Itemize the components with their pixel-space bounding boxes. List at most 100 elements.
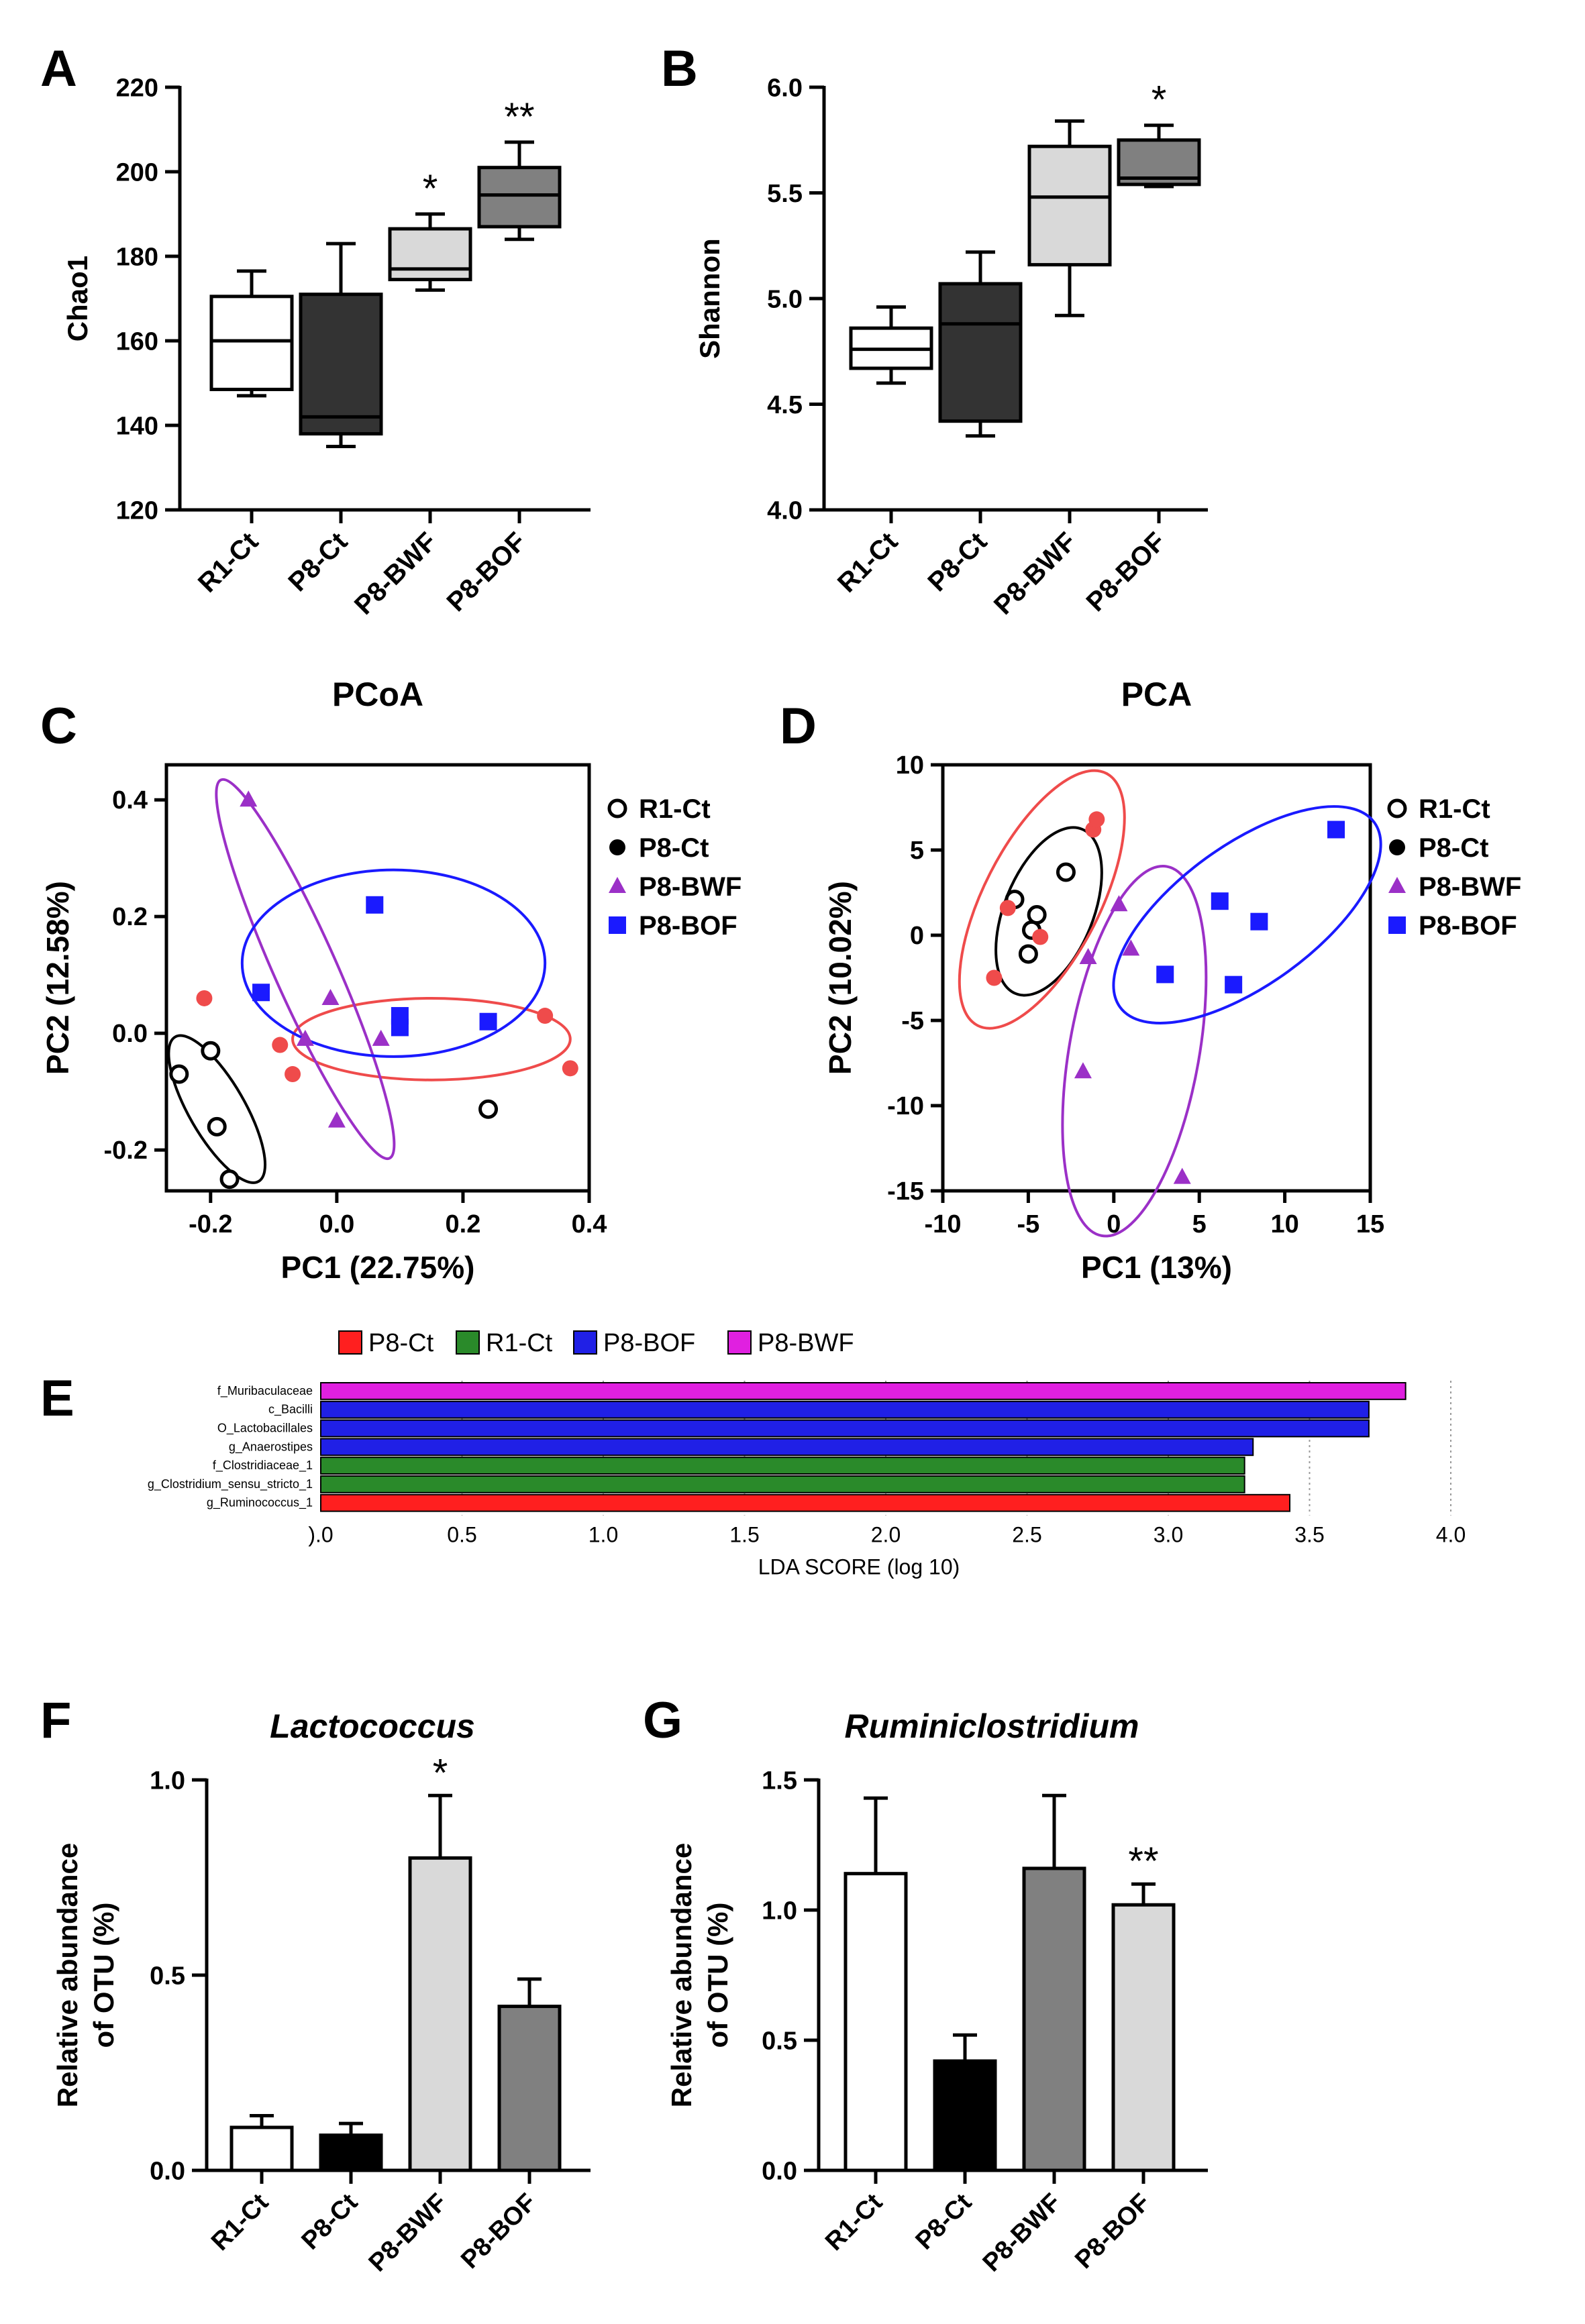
data-point-square (1250, 912, 1268, 931)
x-tick-label: 3.5 (1294, 1523, 1324, 1547)
x-tick-label: P8-BWF (988, 527, 1082, 621)
x-tick-label: 2.5 (1012, 1523, 1041, 1547)
significance-mark: * (1152, 78, 1167, 122)
x-tick-label: R1-Ct (820, 2188, 888, 2256)
x-tick-label: 3.0 (1154, 1523, 1183, 1547)
legend-label: P8-Ct (368, 1329, 434, 1357)
x-tick-label: 0.0 (319, 1210, 354, 1238)
bar-label: c_Bacilli (268, 1403, 313, 1417)
x-tick-label: P8-Ct (283, 527, 353, 597)
y-tick-label: 1.0 (762, 1897, 797, 1925)
y-tick-label: 160 (116, 327, 158, 356)
y-tick-label: 4.5 (767, 391, 803, 419)
y-axis-title: of OTU (%) (88, 1903, 119, 2048)
legend-swatch (456, 1330, 480, 1355)
data-point-triangle (1079, 948, 1097, 965)
panel-c-pcoa-scatter: C PCoA -0.2 0.0 0.2 0.4 -0.2 0.0 0.2 0.4 PC1 (22.7… (40, 676, 742, 1285)
lda-bar (320, 1493, 1291, 1512)
x-tick-label: P8-Ct (910, 2188, 977, 2255)
legend-swatch (573, 1330, 597, 1355)
data-point-square (1156, 965, 1174, 984)
x-tick-label: -10 (925, 1210, 962, 1238)
y-axis-title: PC2 (12.58%) (40, 881, 75, 1075)
legend-label: P8-BWF (639, 872, 742, 902)
x-axis-title: LDA SCORE (log 10) (758, 1555, 960, 1579)
y-tick-label: 0.0 (150, 2157, 185, 2185)
box-P8-Ct (299, 293, 383, 436)
y-tick-label: 1.0 (150, 1766, 185, 1795)
y-axis-title: Relative abundance (666, 1843, 697, 2107)
y-axis-title: Chao1 (62, 256, 93, 341)
data-point-square (391, 1018, 409, 1037)
x-tick-label: 0.2 (446, 1210, 481, 1238)
y-tick-label: -0.2 (104, 1137, 148, 1165)
x-tick-label: R1-Ct (832, 527, 904, 598)
x-tick-label: 15 (1356, 1210, 1384, 1238)
y-axis-title: Relative abundance (52, 1843, 83, 2107)
x-tick-label: 10 (1270, 1210, 1298, 1238)
y-tick-label: 120 (116, 496, 158, 525)
legend-label: R1-Ct (639, 794, 711, 824)
x-tick-label: P8-BOF (1081, 527, 1172, 617)
data-point-circle (986, 969, 1003, 986)
x-tick-label: P8-BWF (364, 2188, 453, 2278)
x-tick-label: 2.0 (871, 1523, 901, 1547)
data-point-square (1327, 821, 1345, 839)
bar-P8-BOF (1111, 1903, 1176, 2172)
x-tick-label: P8-BWF (349, 527, 443, 621)
data-point-open-circle (219, 1169, 240, 1190)
significance-mark: * (423, 167, 438, 211)
box-P8-BWF (388, 227, 472, 282)
data-point-open-circle (207, 1116, 227, 1137)
x-tick-label: P8-BOF (1070, 2188, 1156, 2274)
panel-label: D (780, 698, 817, 755)
data-point-open-circle (1056, 862, 1076, 882)
panel-f-lactococcus-bars: F Lactococcus 0.0 0.5 1.0 Relative abundance o… (40, 1692, 591, 2277)
y-tick-label: -15 (887, 1177, 924, 1206)
bar-R1-Ct (843, 1872, 908, 2172)
confidence-ellipse (167, 1034, 267, 1184)
x-tick-label: -5 (1017, 1210, 1040, 1238)
data-point-square (366, 896, 384, 914)
data-point-circle (196, 990, 213, 1006)
x-tick-label: P8-Ct (922, 527, 992, 597)
y-axis-title: PC2 (10.02%) (823, 881, 858, 1075)
confidence-ellipse (215, 778, 396, 1161)
data-point-triangle (1173, 1167, 1191, 1184)
legend-swatch (338, 1330, 362, 1355)
y-tick-label: 0.4 (112, 786, 148, 814)
y-tick-label: 0.2 (112, 903, 148, 931)
x-tick-label: P8-BOF (442, 527, 532, 617)
data-point-circle (1032, 929, 1049, 945)
lda-bar (320, 1475, 1245, 1493)
significance-mark: * (433, 1751, 448, 1795)
panel-label: G (643, 1692, 682, 1749)
bar-label: g_Ruminococcus_1 (207, 1496, 313, 1510)
chart-title: PCoA (332, 676, 423, 713)
data-point-square (1211, 892, 1229, 910)
bar-label: f_Clostridiaceae_1 (213, 1459, 313, 1473)
data-point-triangle (321, 988, 340, 1005)
confidence-ellipse (291, 996, 572, 1081)
box-R1-Ct (209, 295, 294, 391)
bar-P8-BWF (408, 1856, 472, 2172)
data-point-open-circle (1387, 798, 1407, 818)
box-P8-BOF (477, 166, 562, 229)
y-tick-label: 200 (116, 158, 158, 187)
panel-label: B (661, 40, 698, 97)
y-tick-label: 1.5 (762, 1766, 797, 1795)
chart-title: Ruminiclostridium (845, 1707, 1139, 1745)
bar-P8-Ct (933, 2059, 997, 2172)
y-tick-label: 6.0 (767, 74, 803, 102)
legend-label: R1-Ct (486, 1329, 553, 1357)
bar-label: O_Lactobacillales (217, 1422, 313, 1436)
x-tick-label: 0 (1107, 1210, 1121, 1238)
data-point-triangle (372, 1029, 390, 1046)
box-P8-BWF (1027, 144, 1112, 267)
legend-label: P8-BOF (603, 1329, 695, 1357)
y-tick-label: -10 (887, 1092, 924, 1120)
x-tick-label: R1-Ct (206, 2188, 274, 2256)
bar-R1-Ct (229, 2125, 294, 2172)
data-point-open-circle (478, 1099, 499, 1119)
data-point-square (252, 984, 270, 1002)
